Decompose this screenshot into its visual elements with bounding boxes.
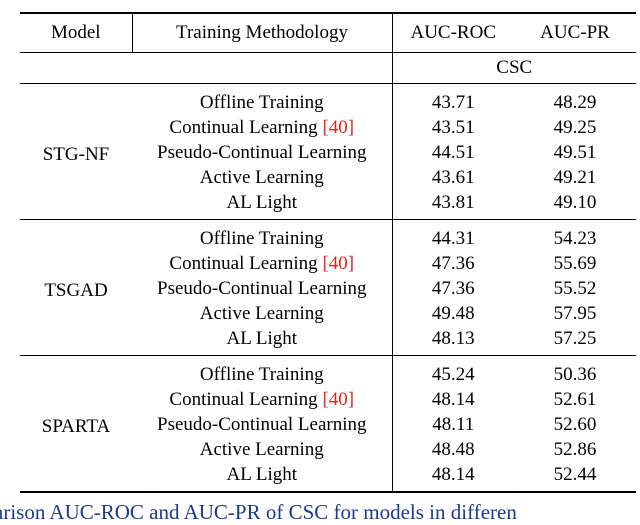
results-table: Model Training Methodology AUC-ROC AUC-P… bbox=[20, 12, 636, 493]
table-row: Continual Learning [40] 48.14 52.61 bbox=[20, 387, 636, 412]
auc-roc-value: 49.48 bbox=[431, 303, 475, 324]
auc-pr-value: 52.61 bbox=[553, 389, 597, 410]
method-cell: Offline Training bbox=[132, 355, 393, 387]
method-name: Pseudo-Continual Learning bbox=[157, 414, 367, 435]
auc-roc-value: 47.36 bbox=[431, 278, 475, 299]
auc-roc-value: 45.24 bbox=[392, 355, 514, 387]
model-name: TSGAD bbox=[20, 219, 132, 356]
method-name: Active Learning bbox=[199, 439, 324, 460]
method-name: AL Light bbox=[226, 464, 298, 485]
auc-roc-value: 48.14 bbox=[392, 462, 514, 493]
table-row: AL Light 48.14 52.44 bbox=[20, 462, 636, 493]
header-row: Model Training Methodology AUC-ROC AUC-P… bbox=[20, 12, 636, 53]
auc-pr-value: 49.25 bbox=[553, 117, 597, 138]
table-row: Active Learning 49.48 57.95 bbox=[20, 301, 636, 326]
method-cell: Active Learning bbox=[132, 165, 393, 190]
auc-roc-value: 48.11 bbox=[432, 414, 475, 435]
auc-pr-value: 57.25 bbox=[553, 328, 597, 349]
header-model: Model bbox=[20, 12, 133, 53]
citation-link[interactable]: [40] bbox=[322, 253, 355, 274]
auc-pr-value: 52.86 bbox=[553, 439, 597, 460]
method-name: Continual Learning bbox=[169, 389, 323, 410]
table-row: AL Light 43.81 49.10 bbox=[20, 190, 636, 220]
table-row: AL Light 48.13 57.25 bbox=[20, 326, 636, 356]
method-cell: Active Learning bbox=[132, 301, 393, 326]
header-auc-pr: AUC-PR bbox=[514, 12, 636, 53]
method-name: Active Learning bbox=[199, 167, 324, 188]
auc-pr-value: 52.44 bbox=[514, 462, 636, 493]
header-auc-roc: AUC-ROC bbox=[392, 12, 514, 53]
auc-roc-value: 48.14 bbox=[431, 389, 475, 410]
header-method: Training Methodology bbox=[132, 12, 393, 53]
method-cell: Offline Training bbox=[132, 83, 393, 115]
method-name: Offline Training bbox=[199, 92, 324, 113]
model-group: SPARTA Offline Training 45.24 50.36 Continua… bbox=[20, 355, 636, 493]
method-cell: Continual Learning [40] bbox=[132, 387, 393, 412]
auc-roc-value: 47.36 bbox=[431, 253, 475, 274]
auc-pr-value: 52.60 bbox=[553, 414, 597, 435]
method-name: Continual Learning bbox=[169, 253, 323, 274]
table-caption: arison AUC-ROC and AUC-PR of CSC for mod… bbox=[0, 500, 517, 524]
method-name: Offline Training bbox=[199, 228, 324, 249]
method-name: Active Learning bbox=[199, 303, 324, 324]
method-cell: Active Learning bbox=[132, 437, 393, 462]
model-group: STG-NF Offline Training 43.71 48.29 Continua… bbox=[20, 83, 636, 220]
auc-pr-value: 48.29 bbox=[514, 83, 636, 115]
citation-link[interactable]: [40] bbox=[322, 117, 355, 138]
auc-roc-value: 44.51 bbox=[431, 142, 475, 163]
auc-roc-value: 43.81 bbox=[431, 192, 475, 213]
auc-roc-value: 48.13 bbox=[431, 328, 475, 349]
citation-link[interactable]: [40] bbox=[322, 389, 355, 410]
method-name: Offline Training bbox=[199, 364, 324, 385]
auc-pr-value: 49.51 bbox=[553, 142, 597, 163]
method-name: Continual Learning bbox=[169, 117, 323, 138]
subheader-row: CSC bbox=[20, 52, 636, 84]
method-name: AL Light bbox=[226, 328, 298, 349]
model-name: SPARTA bbox=[20, 355, 132, 493]
auc-pr-value: 55.52 bbox=[553, 278, 597, 299]
method-name: AL Light bbox=[226, 192, 298, 213]
method-cell: Pseudo-Continual Learning bbox=[132, 140, 393, 165]
auc-pr-value: 57.95 bbox=[553, 303, 597, 324]
auc-roc-value: 43.71 bbox=[392, 83, 514, 115]
method-cell: AL Light bbox=[132, 190, 393, 220]
table-row: Pseudo-Continual Learning 44.51 49.51 bbox=[20, 140, 636, 165]
model-group: TSGAD Offline Training 44.31 54.23 Continual… bbox=[20, 219, 636, 356]
table-row: Active Learning 48.48 52.86 bbox=[20, 437, 636, 462]
method-cell: Continual Learning [40] bbox=[132, 115, 393, 140]
method-cell: Continual Learning [40] bbox=[132, 251, 393, 276]
auc-pr-value: 54.23 bbox=[514, 219, 636, 251]
auc-pr-value: 49.21 bbox=[553, 167, 597, 188]
table-row: Pseudo-Continual Learning 47.36 55.52 bbox=[20, 276, 636, 301]
method-name: Pseudo-Continual Learning bbox=[157, 142, 367, 163]
method-cell: Pseudo-Continual Learning bbox=[132, 412, 393, 437]
table-row: Continual Learning [40] 47.36 55.69 bbox=[20, 251, 636, 276]
auc-roc-value: 44.31 bbox=[392, 219, 514, 251]
auc-pr-value: 49.10 bbox=[553, 192, 597, 213]
method-cell: AL Light bbox=[132, 462, 393, 493]
table-row: STG-NF Offline Training 43.71 48.29 bbox=[20, 83, 636, 220]
table-row: Active Learning 43.61 49.21 bbox=[20, 165, 636, 190]
model-name: STG-NF bbox=[20, 83, 132, 220]
auc-roc-value: 43.51 bbox=[431, 117, 475, 138]
auc-roc-value: 43.61 bbox=[431, 167, 475, 188]
auc-pr-value: 55.69 bbox=[553, 253, 597, 274]
method-cell: Offline Training bbox=[132, 219, 393, 251]
table-row: Continual Learning [40] 43.51 49.25 bbox=[20, 115, 636, 140]
table-row: SPARTA Offline Training 45.24 50.36 bbox=[20, 355, 636, 493]
table-row: Pseudo-Continual Learning 48.11 52.60 bbox=[20, 412, 636, 437]
method-name: Pseudo-Continual Learning bbox=[157, 278, 367, 299]
subheader-dataset: CSC bbox=[392, 52, 636, 84]
method-cell: AL Light bbox=[132, 326, 393, 356]
auc-pr-value: 50.36 bbox=[514, 355, 636, 387]
method-cell: Pseudo-Continual Learning bbox=[132, 276, 393, 301]
table-row: TSGAD Offline Training 44.31 54.23 bbox=[20, 219, 636, 356]
auc-roc-value: 48.48 bbox=[431, 439, 475, 460]
